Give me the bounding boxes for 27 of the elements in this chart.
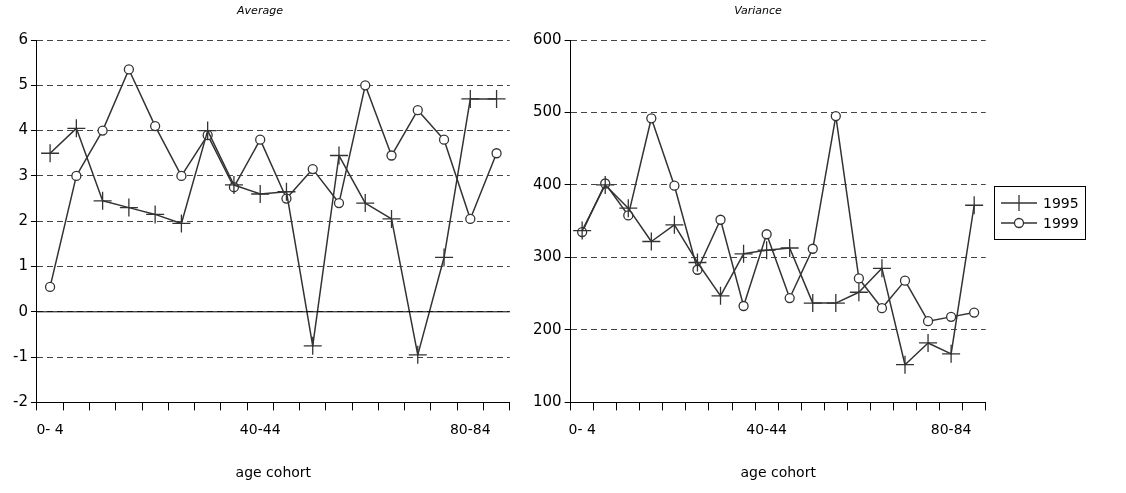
y-tick-label: 6 (18, 29, 28, 48)
x-tick-label: 40-44 (239, 421, 281, 438)
x-tick-label: 40-44 (746, 421, 788, 438)
x-tick-label: 0- 4 (36, 421, 64, 438)
y-tick-label: 300 (532, 247, 562, 266)
y-tick-label: 100 (532, 392, 562, 411)
legend-label: 1995 (1043, 195, 1079, 212)
y-tick-label: 600 (532, 29, 562, 48)
y-tick-label: 3 (18, 165, 28, 184)
chart-title: Average (235, 4, 284, 17)
x-tick-label: 0- 4 (568, 421, 596, 438)
legend-label: 1999 (1043, 215, 1079, 232)
y-tick-label: -2 (12, 392, 28, 411)
y-tick-label: 4 (18, 120, 28, 139)
y-tick-label: 2 (18, 211, 28, 230)
y-tick-label: 1 (18, 256, 28, 275)
x-axis-title: age cohort (740, 464, 817, 481)
y-tick-label: 400 (532, 174, 562, 193)
x-tick-label: 80-84 (449, 421, 491, 438)
x-tick-label: 80-84 (930, 421, 972, 438)
chart-title: Variance (733, 4, 783, 17)
y-tick-label: 5 (18, 75, 28, 94)
y-tick-label: 0 (18, 301, 28, 320)
y-tick-label: -1 (12, 346, 28, 365)
y-tick-label: 500 (532, 102, 562, 121)
x-axis-title: age cohort (235, 464, 312, 481)
y-tick-label: 200 (532, 319, 562, 338)
